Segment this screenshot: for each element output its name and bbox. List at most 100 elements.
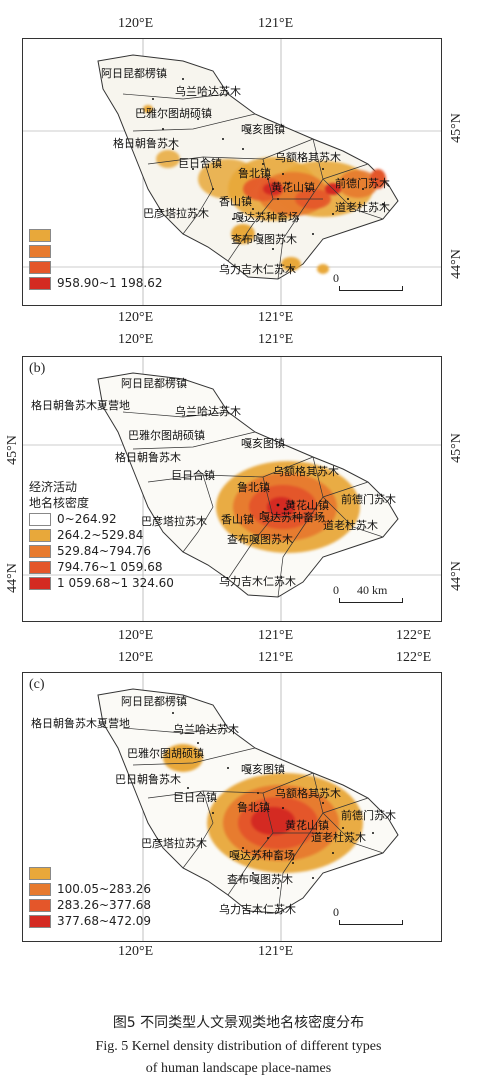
panel-b-map: 阿日昆都楞镇 格日朝鲁苏木夏营地 乌兰哈达苏木 巴雅尔图胡硕镇 嘎亥图镇 格日朝… xyxy=(22,356,442,622)
panel-c-top-axis-122: 122°E xyxy=(396,650,432,665)
place-label: 巨日合镇 xyxy=(171,468,215,482)
panel-b-legend: 经济活动 地名核密度 0~264.92 264.2~529.84 529.84~… xyxy=(29,479,174,591)
place-label: 格日朝鲁苏木 xyxy=(115,450,181,464)
legend-label: 958.90~1 198.62 xyxy=(57,276,163,290)
place-label: 乌兰哈达苏木 xyxy=(173,722,239,736)
legend-swatch xyxy=(29,244,51,258)
place-label: 巨日合镇 xyxy=(178,156,222,170)
density-surface xyxy=(163,744,363,873)
place-label: 乌额格其苏木 xyxy=(275,786,341,800)
legend-label: 529.84~794.76 xyxy=(57,544,152,558)
place-name-points xyxy=(262,501,309,513)
town-boundaries xyxy=(122,93,384,280)
panel-b-map-svg: 阿日昆都楞镇 格日朝鲁苏木夏营地 乌兰哈达苏木 巴雅尔图胡硕镇 嘎亥图镇 格日朝… xyxy=(23,357,441,621)
place-label: 乌额格其苏木 xyxy=(273,464,339,478)
density-surface xyxy=(216,461,360,553)
panel-b-bottom-axis-120: 120°E xyxy=(118,628,154,643)
legend-label: 1 059.68~1 324.60 xyxy=(57,576,174,590)
panel-b-letter: (b) xyxy=(29,361,46,376)
panel-a-bottom-axis-120: 120°E xyxy=(118,310,154,325)
scale-label: 0 xyxy=(333,905,339,919)
figure-caption-zh: 图5 不同类型人文景观类地名核密度分布 xyxy=(112,1015,365,1031)
panel-c-top-axis-121: 121°E xyxy=(258,650,294,665)
legend-swatch xyxy=(29,260,51,274)
place-label: 前德门苏木 xyxy=(341,808,396,822)
legend-label: 377.68~472.09 xyxy=(57,914,152,928)
legend-swatch xyxy=(29,898,51,912)
panel-a-map-svg: 阿日昆都楞镇 乌兰哈达苏木 巴雅尔图胡硕镇 格日朝鲁苏木 嘎亥图镇 乌额格其苏木… xyxy=(23,39,441,305)
legend-swatch xyxy=(29,528,51,542)
figure-caption-en-line1: Fig. 5 Kernel density distribution of di… xyxy=(95,1039,382,1054)
legend-swatch xyxy=(29,914,51,928)
town-boundaries xyxy=(122,727,384,914)
panel-a-top-axis-120: 120°E xyxy=(118,16,154,31)
place-label: 阿日昆都楞镇 xyxy=(121,694,187,708)
density-surface xyxy=(143,105,386,274)
legend-title: 地名核密度 xyxy=(29,496,90,510)
place-label: 道老杜苏木 xyxy=(335,200,390,214)
legend-swatch xyxy=(29,882,51,896)
legend-label: 283.26~377.68 xyxy=(57,898,152,912)
place-label: 乌兰哈达苏木 xyxy=(175,84,241,98)
panel-c-map-svg: 阿日昆都楞镇 格日朝鲁苏木夏营地 乌兰哈达苏木 巴雅尔图胡硕镇 嘎亥图镇 巴日朝… xyxy=(31,673,399,941)
panel-a-right-axis-44: 44°N xyxy=(448,249,464,279)
scale-label: 0 40 km xyxy=(333,583,388,597)
legend-swatch xyxy=(29,512,51,526)
place-label: 道老杜苏木 xyxy=(323,518,378,532)
place-label: 巴雅尔图胡硕镇 xyxy=(128,428,205,442)
place-label: 嘎亥图镇 xyxy=(241,436,285,450)
place-label: 巴彦塔拉苏木 xyxy=(141,836,207,850)
panel-c-letter: (c) xyxy=(29,677,45,692)
panel-c-legend: 100.05~283.26 283.26~377.68 377.68~472.0… xyxy=(29,865,151,929)
place-label: 乌力吉木仁苏木 xyxy=(219,574,296,588)
place-label: 鲁北镇 xyxy=(237,480,270,494)
panel-b-scale-bar: 0 40 km xyxy=(333,583,403,603)
place-label: 查布嘎图苏木 xyxy=(231,232,297,246)
legend-swatch xyxy=(29,544,51,558)
panel-b-left-axis-45: 45°N xyxy=(4,435,20,465)
panel-a-scale-bar: 0 xyxy=(333,271,403,291)
panel-b-left-axis-44: 44°N xyxy=(4,563,20,593)
legend-label: 0~264.92 xyxy=(57,512,117,526)
place-label: 嘎亥图镇 xyxy=(241,122,285,136)
panel-a-map: 阿日昆都楞镇 乌兰哈达苏木 巴雅尔图胡硕镇 格日朝鲁苏木 嘎亥图镇 乌额格其苏木… xyxy=(22,38,442,306)
place-label: 格日朝鲁苏木夏营地 xyxy=(31,716,130,730)
panel-c-bottom-axis-121: 121°E xyxy=(258,944,294,959)
place-label: 乌力吉木仁苏木 xyxy=(219,262,296,276)
place-name-points xyxy=(172,712,374,889)
panel-c-bottom-axis-120: 120°E xyxy=(118,944,154,959)
panel-a-right-axis-45: 45°N xyxy=(448,113,464,143)
panel-c-top-axis-120: 120°E xyxy=(118,650,154,665)
place-label: 查布嘎图苏木 xyxy=(227,532,293,546)
place-label: 鲁北镇 xyxy=(237,800,270,814)
figure-caption-en-line2: of human landscape place-names xyxy=(145,1061,332,1076)
legend-swatch xyxy=(29,576,51,590)
place-name-points xyxy=(152,78,384,270)
panel-a-bottom-axis-121: 121°E xyxy=(258,310,294,325)
place-label: 前德门苏木 xyxy=(341,492,396,506)
place-label: 嘎亥图镇 xyxy=(241,762,285,776)
panel-a-legend: 958.90~1 198.62 xyxy=(29,227,162,291)
place-label: 巴彦塔拉苏木 xyxy=(143,206,209,220)
legend-label: 100.05~283.26 xyxy=(57,882,152,896)
panel-a-top-axis-121: 121°E xyxy=(258,16,294,31)
legend-swatch xyxy=(29,866,51,880)
place-label: 香山镇 xyxy=(221,512,254,526)
legend-title: 经济活动 xyxy=(29,480,78,494)
panel-b-bottom-axis-122: 122°E xyxy=(396,628,432,643)
panel-b-right-axis-44: 44°N xyxy=(448,561,464,591)
legend-swatch xyxy=(29,560,51,574)
place-label: 嘎达苏种畜场 xyxy=(229,848,295,862)
place-label: 乌力吉木仁苏木 xyxy=(219,902,296,916)
place-label: 巴彦塔拉苏木 xyxy=(141,514,207,528)
town-boundaries xyxy=(122,411,384,598)
legend-label: 794.76~1 059.68 xyxy=(57,560,163,574)
panel-b-bottom-axis-121: 121°E xyxy=(258,628,294,643)
place-label: 阿日昆都楞镇 xyxy=(101,66,167,80)
place-label: 黄花山镇 xyxy=(285,498,329,512)
panel-b-top-axis-120: 120°E xyxy=(118,332,154,347)
place-label: 格日朝鲁苏木 xyxy=(113,136,179,150)
place-label: 巴日朝鲁苏木 xyxy=(115,772,181,786)
panel-c-scale-bar: 0 xyxy=(333,905,403,925)
place-label: 乌额格其苏木 xyxy=(275,150,341,164)
